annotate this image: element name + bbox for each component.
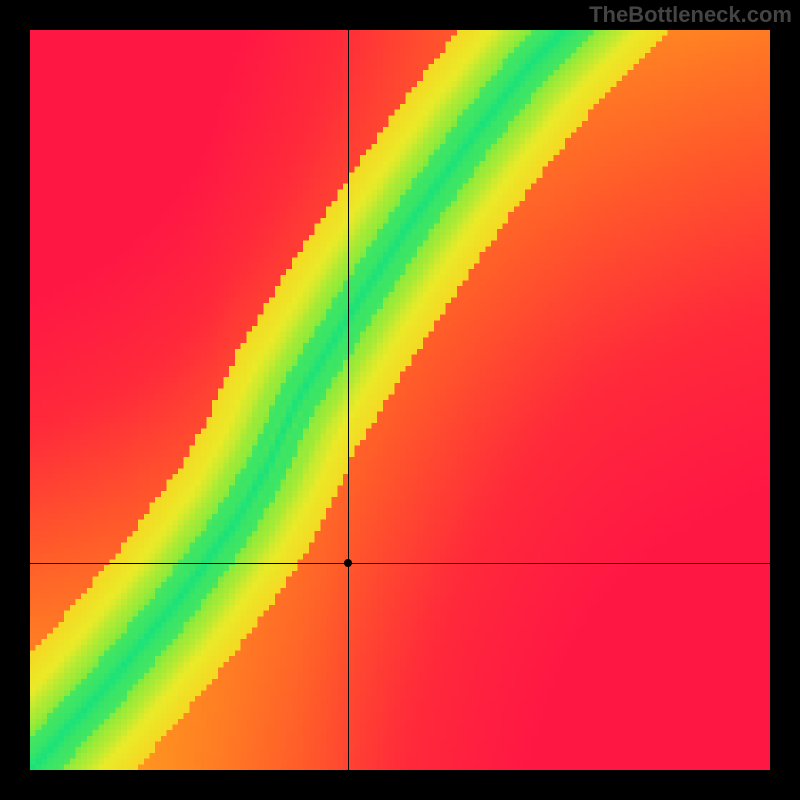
watermark-text: TheBottleneck.com bbox=[589, 2, 792, 28]
heatmap-plot bbox=[30, 30, 770, 770]
chart-container: TheBottleneck.com bbox=[0, 0, 800, 800]
heatmap-canvas bbox=[30, 30, 770, 770]
